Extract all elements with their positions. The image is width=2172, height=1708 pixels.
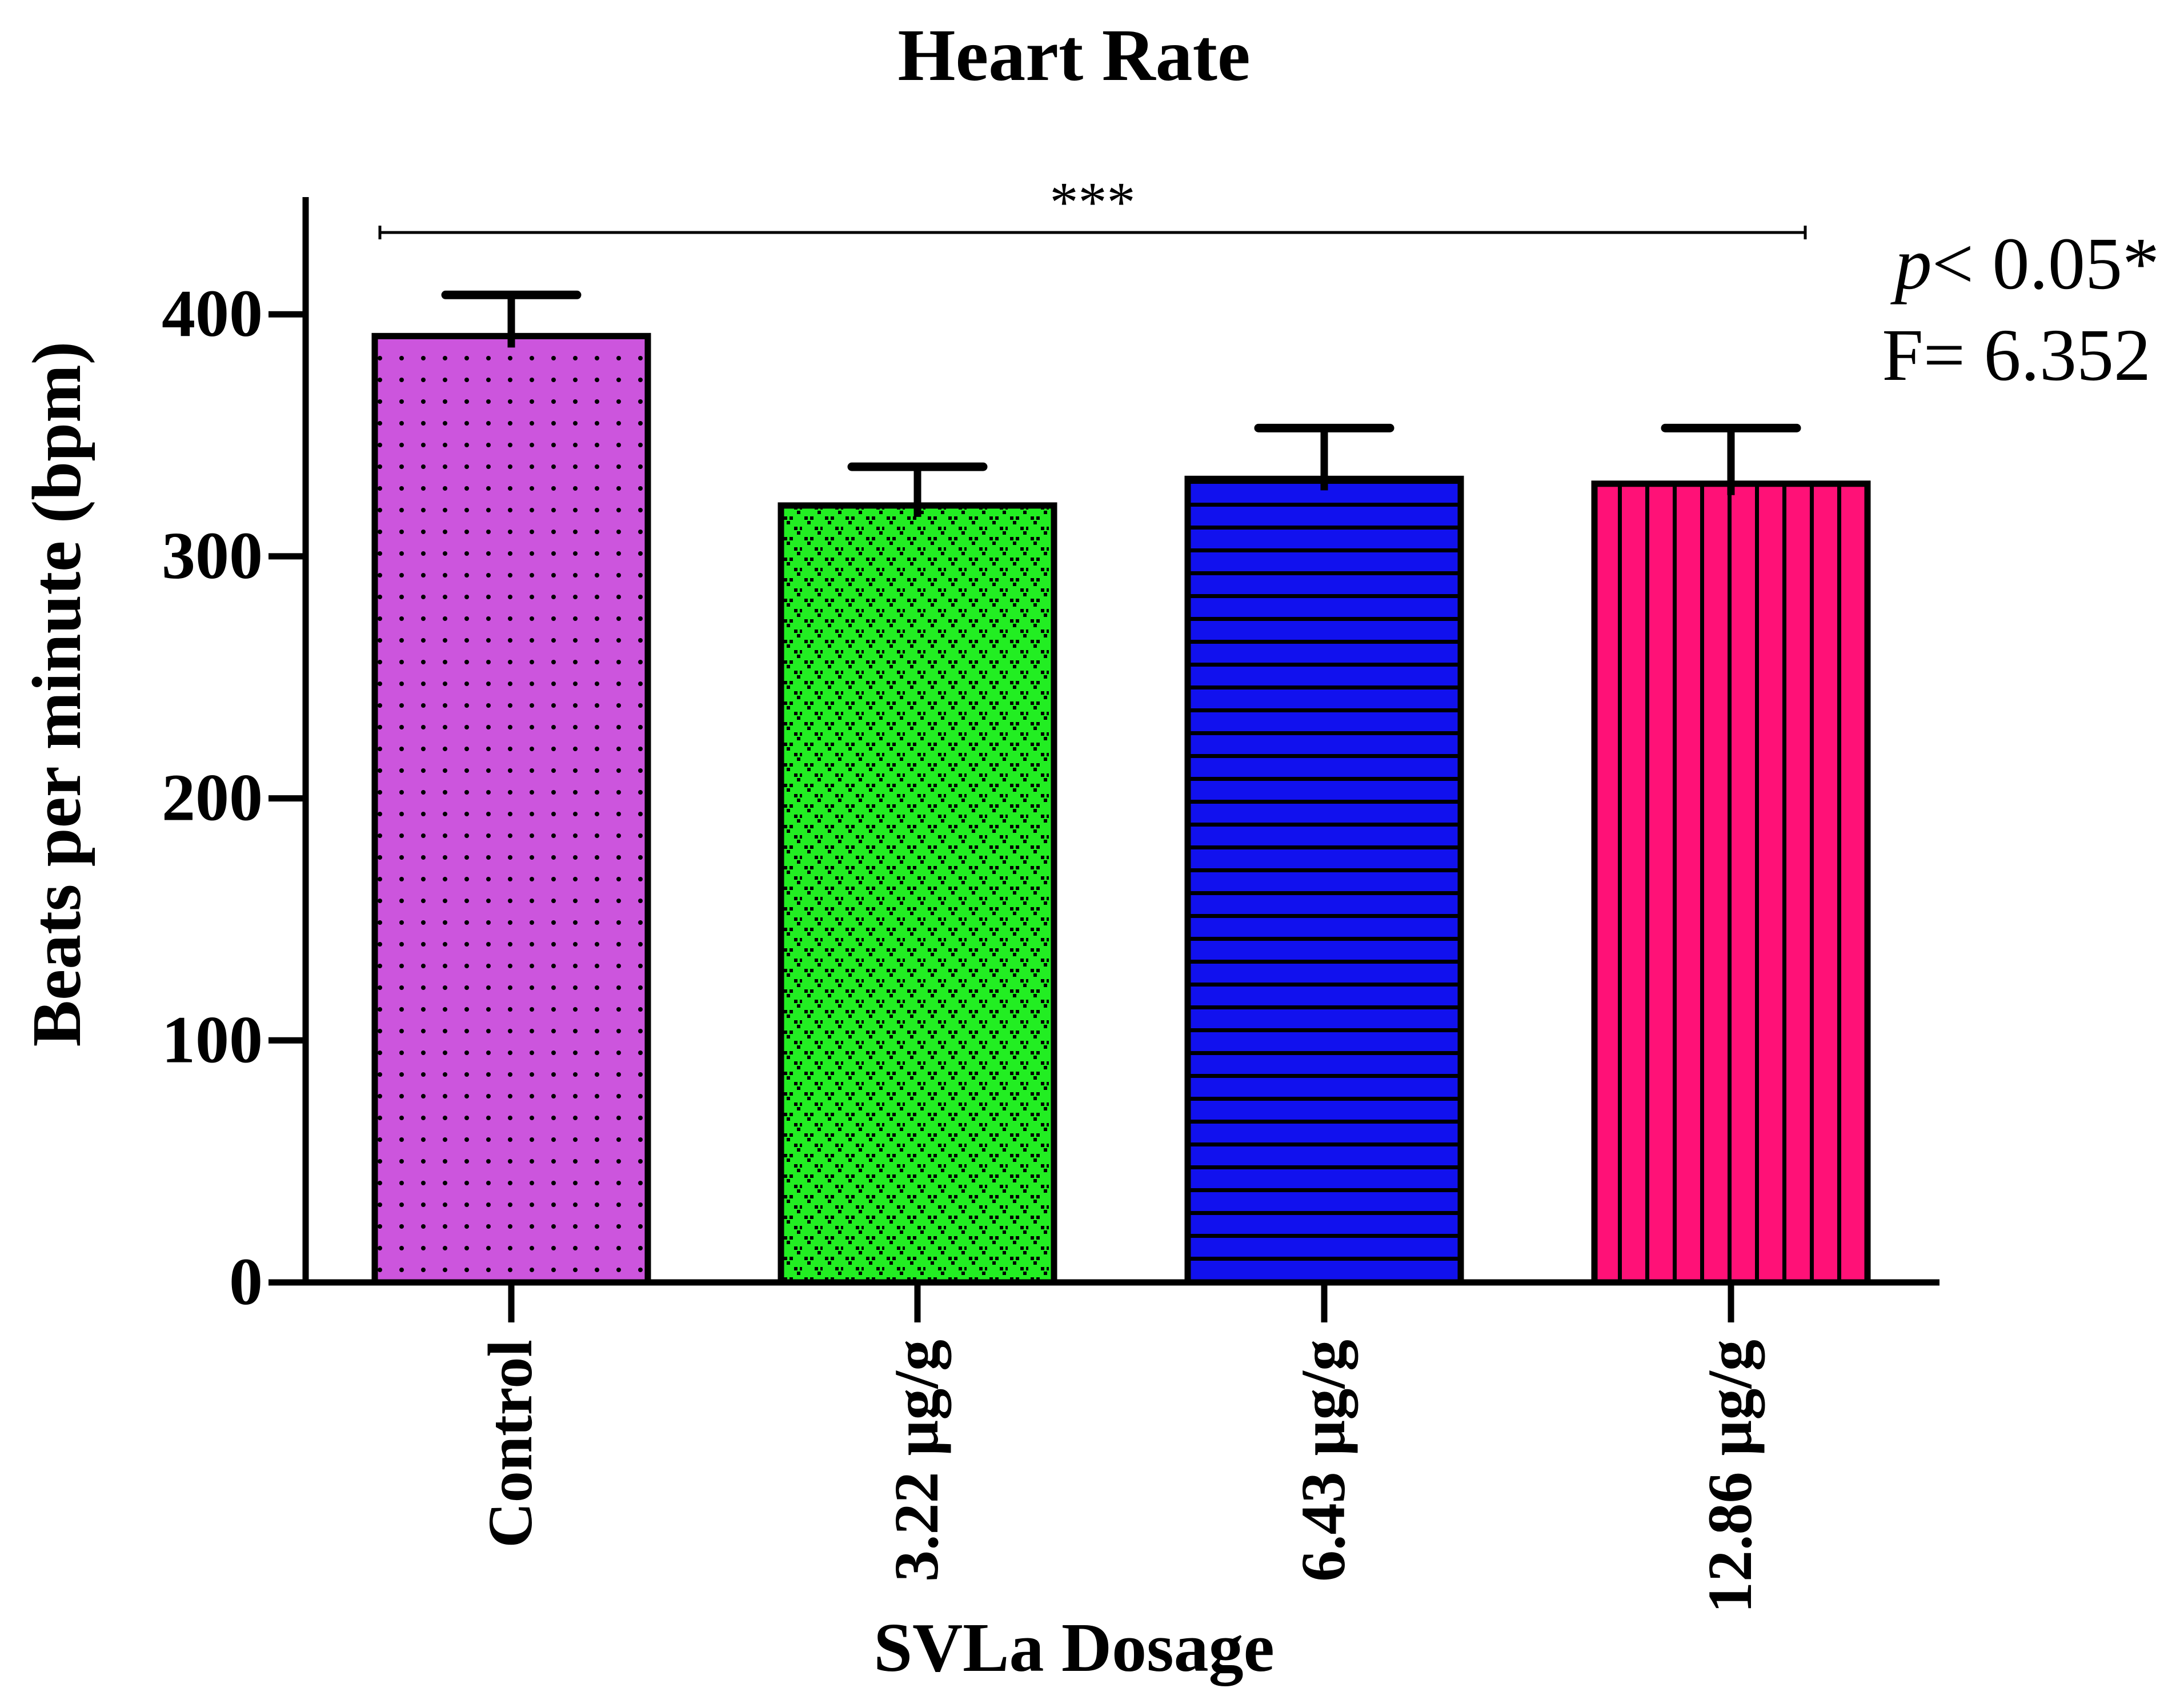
y-tick-label: 200	[162, 760, 263, 835]
x-ticks-layer: Control 3.22 µg/g 6.43 µg/g 12.86 µg/g	[475, 1282, 1765, 1613]
y-tick-label: 400	[162, 276, 263, 351]
p-value-rest: < 0.05*	[1932, 223, 2159, 305]
p-symbol: p	[1890, 223, 1932, 305]
x-axis-label: SVLa Dosage	[873, 1609, 1275, 1686]
y-tick-label: 100	[162, 1002, 263, 1077]
y-ticks-layer: 0 100 200 300 400	[162, 276, 306, 1319]
x-tick-label: Control	[475, 1340, 545, 1548]
y-tick-label: 0	[229, 1244, 263, 1319]
p-value-text: p< 0.05*	[1890, 223, 2159, 305]
bar-pattern	[1594, 483, 1868, 1282]
x-tick-label: 12.86 µg/g	[1695, 1340, 1765, 1613]
bar-pattern	[375, 336, 648, 1282]
bars-layer	[371, 290, 1871, 1286]
x-tick-label: 6.43 µg/g	[1288, 1340, 1358, 1582]
y-axis-label: Beats per minute (bpm)	[18, 342, 95, 1047]
bar-pattern	[1188, 479, 1461, 1283]
significance-marker: ***	[1050, 170, 1136, 234]
x-tick-label: 3.22 µg/g	[881, 1340, 951, 1582]
chart-title: Heart Rate	[897, 14, 1250, 97]
f-statistic-text: F= 6.352	[1882, 314, 2151, 396]
y-tick-label: 300	[162, 518, 263, 593]
bar-pattern	[781, 505, 1054, 1282]
